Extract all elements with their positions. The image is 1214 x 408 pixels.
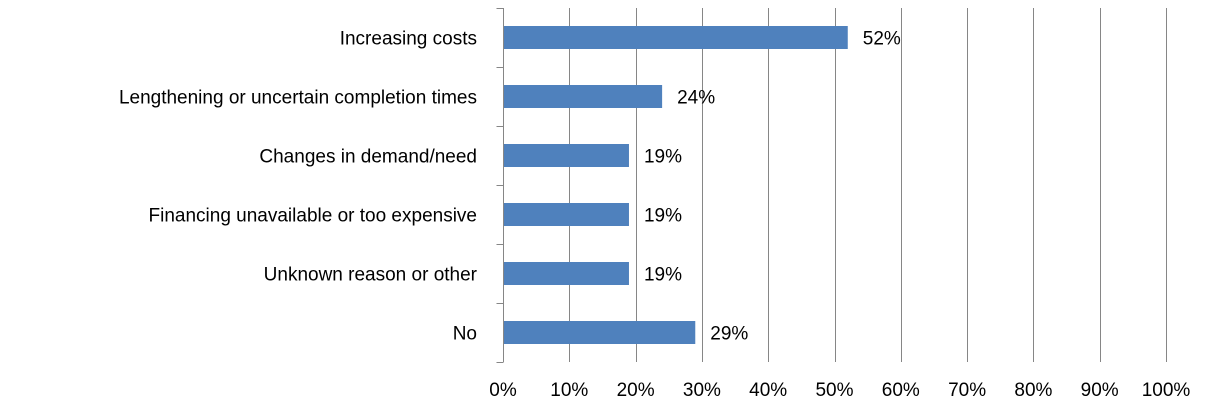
x-tick-label: 0%: [489, 380, 517, 401]
data-label: 52%: [863, 29, 901, 50]
bar: [504, 85, 663, 108]
x-tick-label: 70%: [948, 380, 986, 401]
bars: [504, 26, 848, 344]
bar: [504, 26, 848, 49]
category-label: Changes in demand/need: [259, 147, 477, 168]
data-label: 24%: [677, 88, 715, 109]
x-tick-label: 100%: [1142, 380, 1191, 401]
x-tick-label: 50%: [815, 380, 853, 401]
labels: 0% 10% 20% 30% 40% 50% 60% 70% 80% 90% 100% Increas…: [119, 29, 1190, 402]
axes: [496, 8, 504, 363]
x-tick-label: 40%: [749, 380, 787, 401]
bar: [504, 321, 696, 344]
x-tick-label: 60%: [882, 380, 920, 401]
x-tick-label: 20%: [617, 380, 655, 401]
category-label: No: [453, 324, 477, 345]
category-label: Financing unavailable or too expensive: [149, 206, 478, 227]
category-label: Unknown reason or other: [264, 265, 478, 286]
data-label: 19%: [644, 265, 682, 286]
data-label: 29%: [710, 324, 748, 345]
data-label: 19%: [644, 147, 682, 168]
data-label: 19%: [644, 206, 682, 227]
category-label: Increasing costs: [340, 29, 477, 50]
x-tick-label: 10%: [550, 380, 588, 401]
category-label: Lengthening or uncertain completion time…: [119, 88, 477, 109]
bar: [504, 144, 629, 167]
x-tick-label: 90%: [1081, 380, 1119, 401]
bar: [504, 203, 629, 226]
gridlines: [569, 8, 1167, 362]
x-tick-label: 30%: [683, 380, 721, 401]
x-tick-label: 80%: [1014, 380, 1052, 401]
bar: [504, 262, 629, 285]
